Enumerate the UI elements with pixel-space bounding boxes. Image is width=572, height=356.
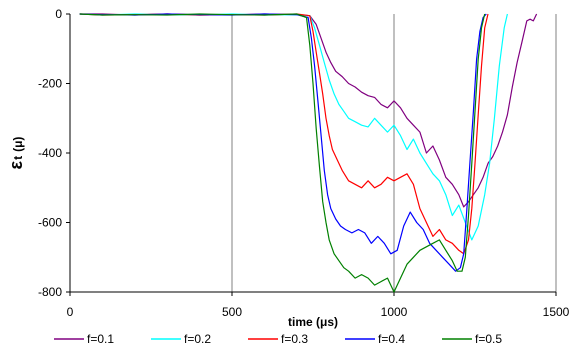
y-axis-symbol: ε bbox=[6, 160, 26, 169]
y-tick-label-4: -800 bbox=[38, 285, 62, 299]
legend-label-3: f=0.3 bbox=[281, 332, 308, 346]
tick-labels: 0 -200 -400 -600 -800 0 500 1000 1500 bbox=[38, 7, 570, 319]
series-line-5 bbox=[79, 13, 486, 293]
legend-label-4: f=0.4 bbox=[378, 332, 405, 346]
legend-label-1: f=0.1 bbox=[87, 332, 114, 346]
x-axis-title: time (μs) bbox=[288, 315, 338, 329]
x-tick-label-0: 0 bbox=[67, 305, 74, 319]
x-tick-label-3: 1500 bbox=[543, 305, 570, 319]
axes bbox=[66, 13, 557, 296]
y-axis-subscript: t bbox=[11, 156, 25, 160]
y-tick-label-3: -600 bbox=[38, 216, 62, 230]
gridlines bbox=[231, 14, 557, 292]
x-tick-label-1: 500 bbox=[222, 305, 242, 319]
y-tick-label-0: 0 bbox=[55, 7, 62, 21]
y-axis-title: εt (μ) bbox=[6, 137, 26, 170]
y-tick-label-1: -200 bbox=[38, 77, 62, 91]
legend-label-2: f=0.2 bbox=[184, 332, 211, 346]
x-tick-label-2: 1000 bbox=[381, 305, 408, 319]
series-lines bbox=[79, 13, 538, 293]
legend: f=0.1 f=0.2 f=0.3 f=0.4 f=0.5 bbox=[54, 332, 502, 346]
legend-label-5: f=0.5 bbox=[475, 332, 502, 346]
y-axis-title-text: εt (μ) bbox=[6, 137, 26, 170]
y-axis-unit: (μ) bbox=[11, 137, 25, 152]
y-tick-label-2: -400 bbox=[38, 146, 62, 160]
